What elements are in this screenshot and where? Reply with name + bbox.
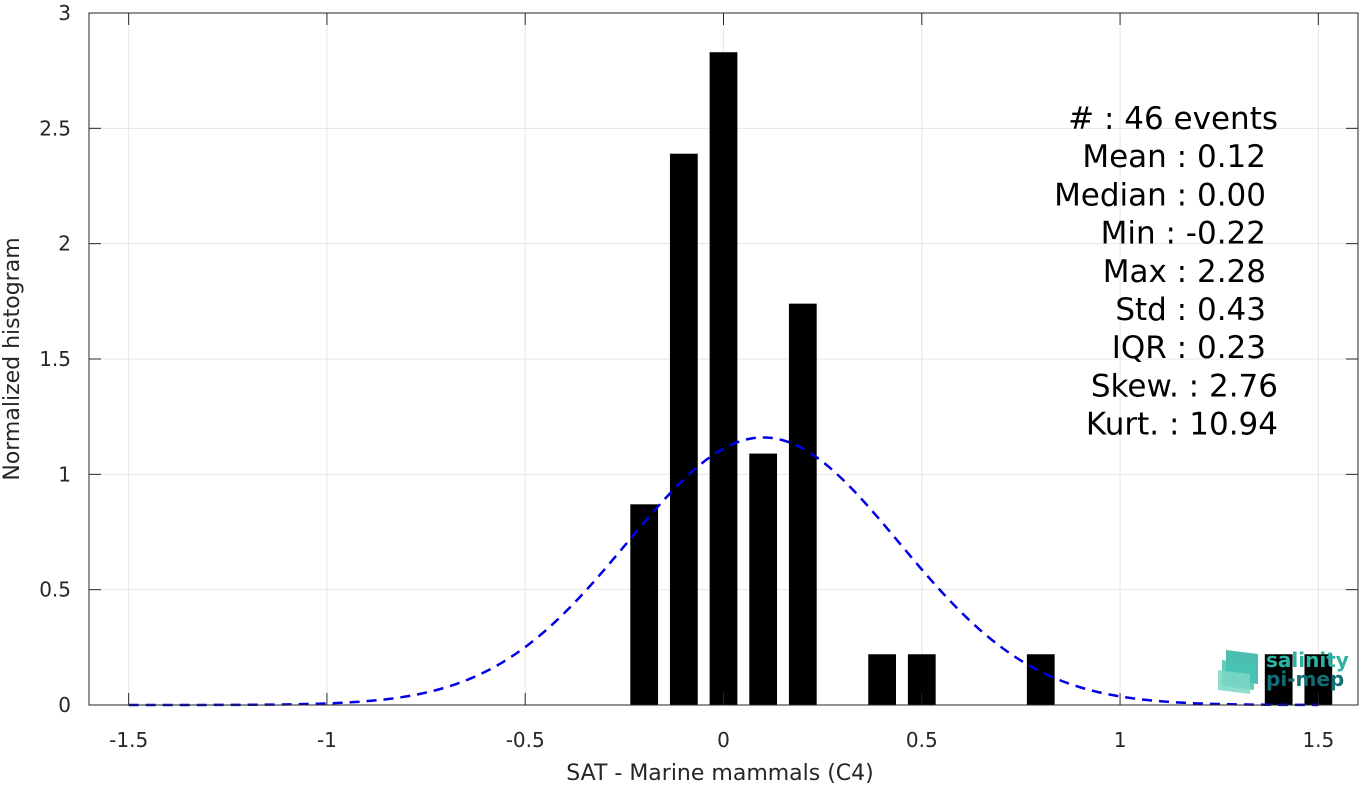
stats-line-6: IQR : 0.23 <box>1112 330 1266 366</box>
y-tick-label-1: 0.5 <box>39 578 71 602</box>
histogram-bar-0 <box>630 504 659 705</box>
stats-line-4: Max : 2.28 <box>1103 254 1266 290</box>
logo-waves-icon <box>1218 650 1258 694</box>
histogram-bar-2 <box>709 52 738 706</box>
x-tick-label-0: -1.5 <box>109 728 148 752</box>
histogram-bar-4 <box>788 303 817 705</box>
x-tick-labels: -1.5 -1 -0.5 0 0.5 1 1.5 <box>109 728 1334 752</box>
y-tick-label-0: 0 <box>58 693 71 717</box>
x-tick-label-5: 1 <box>1114 728 1127 752</box>
logo-text-pi-mep: pi-mep <box>1266 667 1344 691</box>
x-tick-label-4: 0.5 <box>906 728 938 752</box>
y-tick-label-3: 1.5 <box>39 347 71 371</box>
histogram-bar-1 <box>669 153 698 705</box>
y-tick-label-4: 2 <box>58 232 71 256</box>
histogram-bar-5 <box>868 654 897 705</box>
y-tick-label-6: 3 <box>58 1 71 25</box>
x-tick-label-1: -1 <box>317 728 337 752</box>
stats-line-3: Min : -0.22 <box>1101 216 1266 252</box>
histogram-bar-3 <box>749 453 778 705</box>
normal-fit-curve <box>128 436 1319 707</box>
stats-line-7: Skew. : 2.76 <box>1091 368 1278 404</box>
x-tick-label-6: 1.5 <box>1302 728 1334 752</box>
stats-line-0: # : 46 events <box>1068 101 1278 137</box>
x-tick-label-2: -0.5 <box>506 728 545 752</box>
stats-line-2: Median : 0.00 <box>1054 177 1266 213</box>
y-tick-label-2: 1 <box>58 462 71 486</box>
salinity-pi-mep-logo: salinity pi-mep <box>1218 648 1349 694</box>
x-tick-label-3: 0 <box>717 728 730 752</box>
stats-line-5: Std : 0.43 <box>1115 292 1266 328</box>
histogram-bars <box>630 52 1333 706</box>
y-tick-label-5: 2.5 <box>39 116 71 140</box>
y-tick-labels: 0 0.5 1 1.5 2 2.5 3 <box>39 1 71 717</box>
axis-ticks <box>89 12 1358 706</box>
histogram-bar-8 <box>1264 654 1293 705</box>
logo-text-salinity: salinity <box>1266 648 1349 672</box>
stats-line-1: Mean : 0.12 <box>1082 139 1266 175</box>
histogram-bar-7 <box>1026 654 1055 705</box>
x-axis-label: SAT - Marine mammals (C4) <box>566 761 874 785</box>
stats-line-8: Kurt. : 10.94 <box>1086 407 1278 443</box>
y-axis-label: Normalized histogram <box>0 237 25 480</box>
